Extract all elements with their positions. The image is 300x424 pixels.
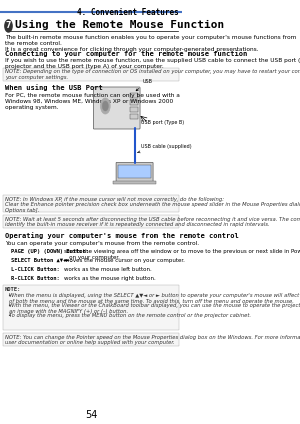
- Text: NOTE: You can change the Pointer speed on the Mouse Properties dialog box on the: NOTE: You can change the Pointer speed o…: [5, 335, 300, 345]
- Text: PAGE (UP) (DOWN) Button:: PAGE (UP) (DOWN) Button:: [11, 249, 89, 254]
- Text: SELECT Button ▲▼◄►:: SELECT Button ▲▼◄►:: [11, 258, 73, 263]
- Text: If you wish to use the remote mouse function, use the supplied USB cable to conn: If you wish to use the remote mouse func…: [5, 58, 300, 69]
- Text: scrolls the viewing area off the window or to move to the previous or next slide: scrolls the viewing area off the window …: [64, 249, 300, 260]
- Text: works as the mouse right button.: works as the mouse right button.: [64, 276, 155, 281]
- Text: USB port (Type B): USB port (Type B): [141, 120, 184, 125]
- Text: You can operate your computer's mouse from the remote control.: You can operate your computer's mouse fr…: [5, 241, 199, 246]
- Text: The built-in remote mouse function enables you to operate your computer's mouse : The built-in remote mouse function enabl…: [5, 35, 296, 52]
- Text: NOTE:: NOTE:: [5, 287, 21, 292]
- Text: R-CLICK Button:: R-CLICK Button:: [11, 276, 60, 281]
- Circle shape: [5, 20, 12, 32]
- Text: •: •: [7, 293, 10, 298]
- Bar: [113, 181, 156, 184]
- Text: USB: USB: [136, 79, 152, 91]
- Circle shape: [100, 98, 110, 114]
- FancyBboxPatch shape: [3, 215, 179, 228]
- Text: NOTE: Depending on the type of connection or OS installed on your computer, you : NOTE: Depending on the type of connectio…: [5, 70, 300, 80]
- Text: Using the Remote Mouse Function: Using the Remote Mouse Function: [14, 20, 224, 30]
- Text: When using the USB Port: When using the USB Port: [5, 84, 103, 91]
- Text: Connecting to your computer for the remote mouse function: Connecting to your computer for the remo…: [5, 50, 247, 57]
- Text: For PC, the remote mouse function can only be used with a
Windows 98, Windows ME: For PC, the remote mouse function can on…: [5, 93, 180, 109]
- Bar: [130, 107, 138, 112]
- FancyBboxPatch shape: [3, 195, 179, 212]
- Text: When the menu is displayed, using the SELECT ▲▼◄ or ► button to operate your com: When the menu is displayed, using the SE…: [9, 293, 300, 304]
- Text: 54: 54: [85, 410, 97, 420]
- Text: Operating your computer's mouse from the remote control: Operating your computer's mouse from the…: [5, 232, 239, 239]
- Text: NOTE: In Windows XP, if the mouse cursor will not move correctly, do the followi: NOTE: In Windows XP, if the mouse cursor…: [5, 196, 300, 213]
- Text: USB cable (supplied): USB cable (supplied): [138, 144, 191, 153]
- Text: works as the mouse left button.: works as the mouse left button.: [64, 267, 152, 272]
- Circle shape: [102, 101, 108, 111]
- Text: With the menu, the Viewer or the ChalkBoard toolbar displayed, you can use the m: With the menu, the Viewer or the ChalkBo…: [9, 303, 300, 314]
- Text: 7: 7: [6, 22, 11, 31]
- FancyBboxPatch shape: [3, 333, 179, 346]
- Bar: [130, 93, 138, 98]
- Bar: [130, 114, 138, 119]
- FancyBboxPatch shape: [93, 87, 140, 129]
- Text: moves the mouse cursor on your computer.: moves the mouse cursor on your computer.: [64, 258, 184, 263]
- Text: NOTE: Wait at least 5 seconds after disconnecting the USB cable before reconnect: NOTE: Wait at least 5 seconds after disc…: [5, 217, 300, 227]
- Text: 4. Convenient Features: 4. Convenient Features: [77, 8, 179, 17]
- FancyBboxPatch shape: [3, 285, 179, 330]
- FancyBboxPatch shape: [116, 162, 153, 181]
- Text: L-CLICK Button:: L-CLICK Button:: [11, 267, 60, 272]
- Bar: [130, 100, 138, 105]
- FancyBboxPatch shape: [3, 68, 179, 81]
- Text: •: •: [7, 313, 10, 318]
- Text: •: •: [7, 303, 10, 308]
- Text: To display the menu, press the MENU button on the remote control or the projecto: To display the menu, press the MENU butt…: [9, 313, 251, 318]
- Bar: [118, 165, 151, 178]
